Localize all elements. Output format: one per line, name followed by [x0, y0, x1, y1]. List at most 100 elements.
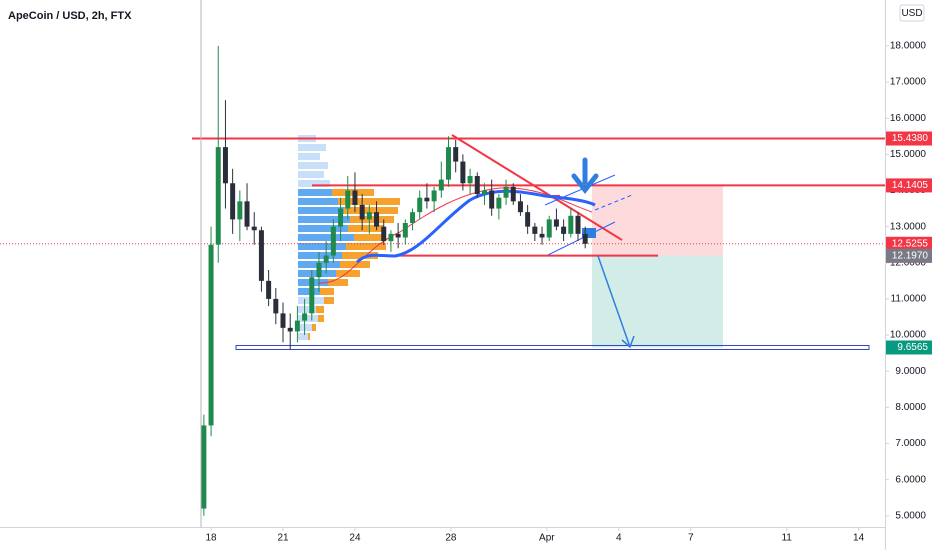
candle-body: [208, 244, 214, 426]
volume-profile-bar: [298, 288, 320, 295]
volume-profile-bar: [298, 198, 338, 205]
volume-profile-bar: [350, 216, 394, 223]
candle-body: [251, 226, 257, 231]
projection-arrow: [597, 255, 635, 349]
volume-profile-bar: [298, 306, 316, 313]
blue-curve: [355, 189, 596, 264]
price-label: 9.6565: [897, 342, 928, 353]
x-tick-label: 24: [349, 533, 361, 544]
candle-body: [424, 197, 430, 202]
volume-profile-bar: [298, 153, 320, 160]
volume-profile-bar: [312, 324, 316, 331]
candle-body: [525, 212, 531, 227]
chart-title: ApeCoin / USD, 2h, FTX: [8, 10, 132, 22]
candle-body: [345, 190, 351, 209]
volume-profile-bar: [298, 189, 332, 196]
y-tick-label: 8.0000: [895, 402, 926, 413]
volume-profile-bar: [328, 279, 348, 286]
x-tick-label: 21: [277, 533, 289, 544]
candle-body: [366, 212, 372, 220]
volume-profile-bar: [298, 243, 346, 250]
y-tick-label: 10.0000: [890, 330, 927, 341]
candle-body: [575, 215, 581, 234]
loss-zone: [592, 185, 723, 256]
x-tick-label: 28: [445, 533, 457, 544]
y-tick-label: 12.0000: [890, 257, 927, 268]
currency-button[interactable]: [899, 4, 925, 22]
candle-body: [417, 197, 423, 213]
volume-profile-bar: [346, 243, 386, 250]
candle-body: [266, 280, 272, 299]
candle-body: [410, 212, 416, 224]
candle-body: [445, 147, 451, 180]
candle-body: [489, 190, 495, 209]
volume-profile-bar: [320, 288, 334, 295]
candle-body: [323, 255, 329, 263]
channel-line: [544, 174, 616, 256]
candle-body: [294, 320, 300, 332]
candle-body: [474, 176, 480, 195]
candle-body: [453, 147, 459, 162]
volume-profile-bar: [298, 252, 342, 259]
volume-profile-bar: [318, 315, 324, 322]
x-tick-label: 14: [853, 533, 865, 544]
candle-body: [230, 183, 236, 220]
y-tick-label: 7.0000: [895, 438, 926, 449]
candle-body: [503, 186, 509, 198]
candle-body: [517, 201, 523, 213]
candle-body: [352, 190, 358, 205]
volume-profile-bar: [298, 216, 350, 223]
volume-profile-bar: [308, 333, 310, 340]
candle-body: [330, 226, 336, 256]
candle-body: [532, 226, 538, 234]
x-tick-label: 18: [205, 533, 217, 544]
candle-body: [460, 161, 466, 184]
volume-profile-bar: [298, 171, 324, 178]
candle-body: [510, 186, 516, 202]
candle-body: [381, 226, 387, 242]
y-tick-label: 11.0000: [891, 294, 927, 305]
candle-body: [496, 197, 502, 209]
volume-profile-bar: [298, 315, 318, 322]
price-label-box: [886, 248, 932, 263]
candle-body: [280, 313, 286, 328]
candle-body: [237, 201, 243, 220]
candle-body: [568, 215, 574, 234]
candle-body: [244, 201, 250, 227]
price-label-box: [886, 131, 932, 146]
candle-body: [273, 298, 279, 314]
price-label-box: [886, 340, 932, 355]
candle-body: [302, 313, 308, 321]
y-tick-label: 6.0000: [895, 474, 926, 485]
y-tick-label: 5.0000: [895, 510, 926, 521]
volume-profile-bar: [338, 198, 400, 205]
price-label: 15.4380: [892, 133, 929, 144]
candle-body: [222, 147, 228, 184]
volume-profile-bar: [342, 252, 378, 259]
x-tick-label: 7: [688, 533, 694, 544]
candle-body: [546, 219, 552, 238]
price-label-box: [886, 178, 932, 193]
candle-body: [309, 277, 315, 314]
y-tick-label: 18.0000: [890, 41, 927, 52]
candle-body: [539, 233, 545, 238]
candle-body: [374, 212, 380, 227]
candle-body: [258, 230, 264, 281]
price-label: 12.1970: [892, 250, 929, 261]
profit-zone: [592, 255, 723, 348]
x-tick-label: Apr: [539, 533, 555, 544]
volume-profile-bar: [298, 207, 344, 214]
volume-profile-bar: [298, 180, 330, 187]
candle-body: [338, 208, 344, 227]
candle-body: [467, 176, 473, 184]
candle-body: [287, 327, 293, 332]
currency-label[interactable]: USD: [901, 8, 922, 19]
y-tick-label: 17.0000: [890, 77, 927, 88]
price-label: 14.1405: [892, 180, 929, 191]
volume-profile-bar: [298, 333, 308, 340]
y-tick-label: 15.0000: [890, 149, 927, 160]
candle-body: [438, 179, 444, 191]
